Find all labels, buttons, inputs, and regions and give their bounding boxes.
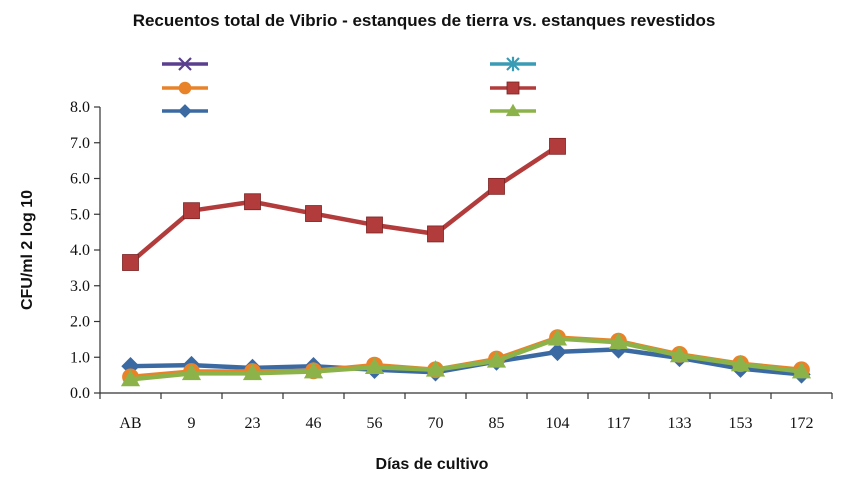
legend-marker xyxy=(178,57,192,71)
x-axis-title: Días de cultivo xyxy=(376,456,489,473)
legend-entry-4 xyxy=(490,56,536,72)
x-tick-label: 117 xyxy=(607,415,630,432)
data-point xyxy=(791,361,812,379)
data-point xyxy=(488,177,505,195)
legend-marker xyxy=(178,81,192,95)
chart-axes: 0.0 1.0 2.0 3.0 4.0 5.0 6.0 7.0 8.0 AB 9 23 46 56 70 8… xyxy=(70,99,833,432)
legend-entry-3 xyxy=(162,104,208,118)
data-point xyxy=(547,329,568,346)
data-point xyxy=(425,360,446,377)
data-point xyxy=(364,357,385,375)
y-axis-title: CFU/ml 2 log 10 xyxy=(19,190,36,310)
x-tick-label: 46 xyxy=(306,415,322,432)
series-line xyxy=(128,336,804,382)
data-point xyxy=(427,225,444,243)
y-tick-label: 1.0 xyxy=(70,349,90,366)
x-axis-ticks: AB 9 23 46 56 70 85 104 117 133 153 172 xyxy=(99,393,833,432)
y-tick-label: 5.0 xyxy=(70,206,90,223)
legend-entry-5 xyxy=(490,81,536,95)
data-point xyxy=(181,363,202,381)
y-tick-label: 0.0 xyxy=(70,385,90,402)
data-point xyxy=(244,193,261,211)
y-tick-label: 4.0 xyxy=(70,242,90,259)
x-tick-label: 133 xyxy=(668,415,692,432)
legend-marker xyxy=(505,103,521,117)
data-point xyxy=(730,354,751,372)
y-tick-label: 6.0 xyxy=(70,171,90,188)
data-point xyxy=(183,202,200,220)
legend-marker xyxy=(506,56,520,72)
x-tick-label: AB xyxy=(119,415,141,432)
data-point xyxy=(486,351,507,368)
chart-legend xyxy=(162,56,536,118)
legend-entry-1 xyxy=(162,57,208,71)
series-line xyxy=(128,144,560,265)
y-tick-label: 2.0 xyxy=(70,314,90,331)
legend-entry-2 xyxy=(162,81,208,95)
data-point xyxy=(303,361,324,379)
y-tick-label: 3.0 xyxy=(70,278,90,295)
series-6 xyxy=(120,329,812,387)
chart-series xyxy=(120,137,812,387)
x-tick-label: 23 xyxy=(245,415,261,432)
x-tick-label: 9 xyxy=(188,415,196,432)
x-tick-label: 153 xyxy=(729,415,753,432)
x-tick-label: 70 xyxy=(428,415,444,432)
series-3 xyxy=(121,340,811,384)
data-point xyxy=(305,205,322,222)
x-tick-label: 56 xyxy=(367,415,383,432)
data-point xyxy=(669,345,690,363)
data-point xyxy=(122,254,139,271)
data-point xyxy=(120,369,141,387)
legend-entry-6 xyxy=(490,103,536,117)
y-axis-ticks: 0.0 1.0 2.0 3.0 4.0 5.0 6.0 7.0 8.0 xyxy=(70,99,100,402)
legend-marker xyxy=(178,104,192,118)
legend-marker xyxy=(506,81,520,95)
data-point xyxy=(608,332,629,350)
series-5 xyxy=(122,137,566,271)
data-point xyxy=(548,342,567,362)
x-tick-label: 104 xyxy=(546,415,570,432)
data-point xyxy=(242,363,263,381)
data-point xyxy=(366,216,383,234)
y-tick-label: 8.0 xyxy=(70,99,90,116)
x-tick-label: 172 xyxy=(790,415,814,432)
y-tick-label: 7.0 xyxy=(70,135,90,152)
x-tick-label: 85 xyxy=(489,415,505,432)
chart-title: Recuentos total de Vibrio - estanques de… xyxy=(133,11,716,30)
data-point xyxy=(549,137,566,155)
